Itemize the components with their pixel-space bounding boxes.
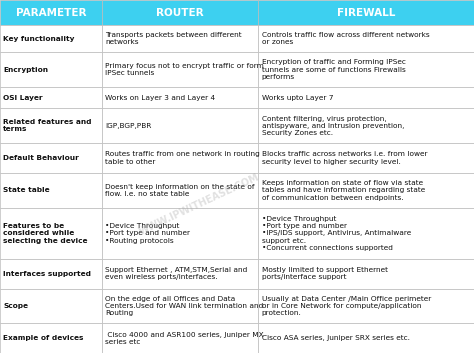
Bar xyxy=(258,52,474,87)
Text: Related features and
terms: Related features and terms xyxy=(3,119,92,132)
Text: PARAMETER: PARAMETER xyxy=(16,7,86,18)
Bar xyxy=(258,288,474,323)
Text: Blocks traffic across networks i.e. from lower
security level to higher security: Blocks traffic across networks i.e. from… xyxy=(262,151,427,164)
Bar xyxy=(0,208,102,259)
Bar xyxy=(0,0,102,25)
Bar xyxy=(0,288,102,323)
Bar xyxy=(258,0,474,25)
Text: Default Behaviour: Default Behaviour xyxy=(3,155,79,161)
Text: Key functionality: Key functionality xyxy=(3,36,75,42)
Text: Cisco ASA series, Juniper SRX series etc.: Cisco ASA series, Juniper SRX series etc… xyxy=(262,335,410,341)
Text: Keeps information on state of flow via state
tables and have information regardi: Keeps information on state of flow via s… xyxy=(262,180,425,201)
Text: Mostly limited to support Ethernet
ports/interface support: Mostly limited to support Ethernet ports… xyxy=(262,267,388,280)
Text: State table: State table xyxy=(3,187,50,193)
Text: •Device Throughput
•Port type and number
•Routing protocols: •Device Throughput •Port type and number… xyxy=(105,223,190,244)
Text: Transports packets between different
networks: Transports packets between different net… xyxy=(105,32,242,45)
Text: Doesn't keep information on the state of
flow. I.e. no state table: Doesn't keep information on the state of… xyxy=(105,184,255,197)
Text: Cisco 4000 and ASR100 series, Juniper MX
series etc: Cisco 4000 and ASR100 series, Juniper MX… xyxy=(105,331,264,345)
Bar xyxy=(102,259,258,288)
Text: Primary focus not to encrypt traffic or form
IPSec tunnels: Primary focus not to encrypt traffic or … xyxy=(105,63,264,76)
Bar xyxy=(258,108,474,143)
Text: ROUTER: ROUTER xyxy=(156,7,204,18)
Text: Encryption of traffic and Forming IPSec
tunnels are some of functions Firewalls
: Encryption of traffic and Forming IPSec … xyxy=(262,59,406,80)
Bar xyxy=(102,143,258,173)
Bar xyxy=(0,173,102,208)
Text: Works on Layer 3 and Layer 4: Works on Layer 3 and Layer 4 xyxy=(105,95,215,101)
Text: Routes traffic from one network in routing
table to other: Routes traffic from one network in routi… xyxy=(105,151,260,164)
Text: Controls traffic flow across different networks
or zones: Controls traffic flow across different n… xyxy=(262,32,429,45)
Text: WWW.IPWITHEASE.COM: WWW.IPWITHEASE.COM xyxy=(137,172,261,237)
Bar xyxy=(258,208,474,259)
Bar xyxy=(102,323,258,353)
Bar xyxy=(102,288,258,323)
Bar xyxy=(258,259,474,288)
Text: Usually at Data Center /Main Office perimeter
or in Core Network for compute/app: Usually at Data Center /Main Office peri… xyxy=(262,296,431,316)
Bar xyxy=(0,87,102,108)
Text: Scope: Scope xyxy=(3,303,28,309)
Bar xyxy=(102,108,258,143)
Bar xyxy=(258,25,474,52)
Text: On the edge of all Offices and Data
Centers.Used for WAN link termination and
Ro: On the edge of all Offices and Data Cent… xyxy=(105,296,264,316)
Text: Support Ethernet , ATM,STM,Serial and
even wireless ports/interfaces.: Support Ethernet , ATM,STM,Serial and ev… xyxy=(105,267,247,280)
Text: Encryption: Encryption xyxy=(3,67,48,73)
Bar xyxy=(0,259,102,288)
Bar xyxy=(102,173,258,208)
Bar xyxy=(0,143,102,173)
Text: Content filtering, virus protection,
antispyware, and Intrusion prevention,
Secu: Content filtering, virus protection, ant… xyxy=(262,115,404,136)
Text: Example of devices: Example of devices xyxy=(3,335,84,341)
Bar xyxy=(102,208,258,259)
Bar xyxy=(102,0,258,25)
Text: FIREWALL: FIREWALL xyxy=(337,7,395,18)
Bar xyxy=(258,173,474,208)
Bar xyxy=(0,108,102,143)
Bar xyxy=(102,25,258,52)
Bar xyxy=(102,87,258,108)
Bar xyxy=(258,323,474,353)
Text: •Device Throughput
•Port type and number
•IPS/IDS support, Antivirus, Antimalwar: •Device Throughput •Port type and number… xyxy=(262,216,411,251)
Text: IGP,BGP,PBR: IGP,BGP,PBR xyxy=(105,123,152,129)
Text: Interfaces supported: Interfaces supported xyxy=(3,271,91,277)
Bar xyxy=(0,25,102,52)
Bar xyxy=(0,323,102,353)
Text: Features to be
considered while
selecting the device: Features to be considered while selectin… xyxy=(3,223,88,244)
Bar xyxy=(102,52,258,87)
Bar xyxy=(258,143,474,173)
Text: OSI Layer: OSI Layer xyxy=(3,95,43,101)
Bar xyxy=(0,52,102,87)
Bar xyxy=(258,87,474,108)
Text: Works upto Layer 7: Works upto Layer 7 xyxy=(262,95,333,101)
